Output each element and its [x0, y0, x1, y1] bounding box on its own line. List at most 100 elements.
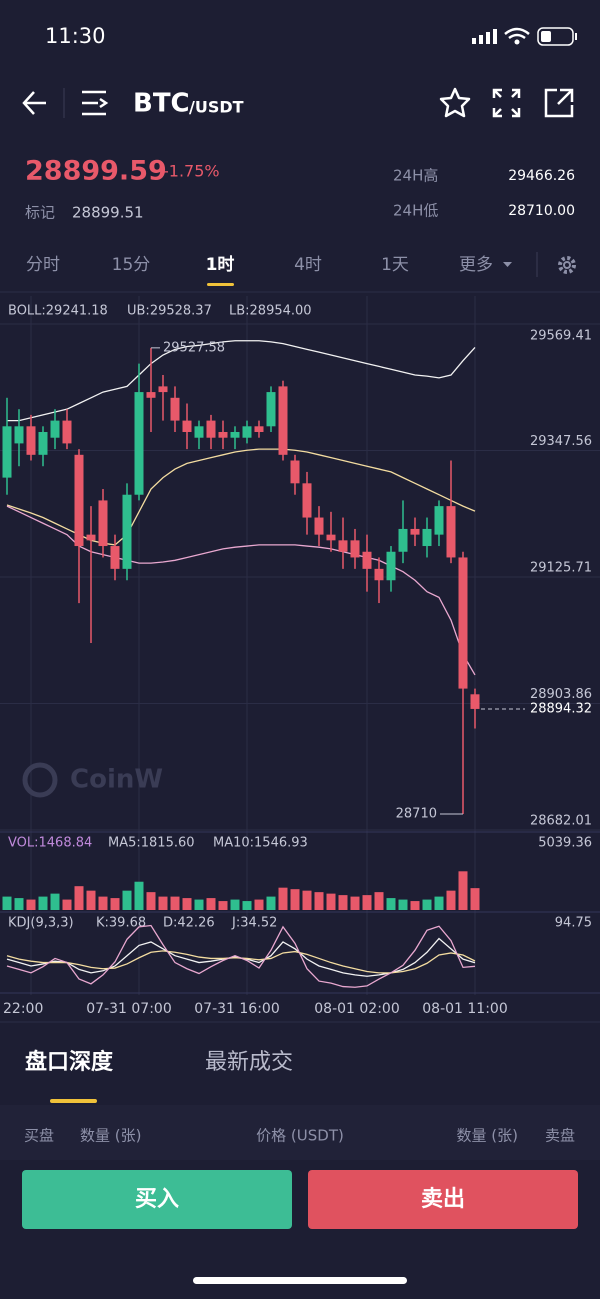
volume-bar [158, 896, 168, 910]
interval-tab[interactable]: 分时 [26, 255, 60, 275]
volume-bar [362, 895, 372, 910]
candle-body [14, 426, 24, 444]
indicator-label: KDJ(9,3,3) [8, 916, 74, 931]
low-label: 24H低 [393, 202, 438, 220]
volume-bar [62, 899, 72, 910]
interval-tab[interactable]: 15分 [112, 255, 151, 275]
buy-label: 买入 [135, 1187, 179, 1212]
status-time: 11:30 [45, 24, 106, 48]
indicator-label: VOL:1468.84 [8, 836, 92, 851]
fullscreen-button[interactable] [492, 88, 521, 118]
interval-tab[interactable]: 1天 [381, 255, 409, 275]
volume-bar [434, 896, 444, 910]
settings-button[interactable] [558, 256, 576, 274]
low: 28710.00 [508, 203, 575, 219]
tab-underline [207, 283, 234, 286]
y-tick-label: 29347.56 [530, 434, 592, 449]
candle-body [458, 557, 468, 689]
column-header: 数量 (张) [457, 1127, 518, 1145]
j-line [6, 924, 476, 988]
y-tick-label: 5039.36 [538, 836, 592, 851]
candle-body [410, 528, 420, 535]
share-button[interactable] [544, 88, 574, 118]
volume-bar [218, 901, 228, 910]
interval-tab[interactable]: 更多 [459, 255, 493, 275]
interval-tab[interactable]: 4时 [294, 255, 322, 275]
back-button[interactable] [22, 91, 46, 115]
low-annotation: 28710 [396, 807, 437, 822]
volume-bar [230, 899, 240, 910]
volume-bar [170, 896, 180, 910]
volume-bar [338, 895, 348, 910]
candle-body [98, 500, 108, 547]
status-icons [472, 27, 577, 46]
volume-bar [98, 896, 108, 910]
book-tab[interactable]: 最新成交 [205, 1050, 293, 1075]
indicator-label: K:39.68 [96, 916, 146, 931]
candle-body [230, 432, 240, 438]
volume-bar [374, 892, 384, 910]
indicator-label: MA5:1815.60 [108, 836, 195, 851]
boll-upper [7, 340, 476, 422]
volume-bar [110, 898, 120, 910]
indicator-label: MA10:1546.93 [213, 836, 308, 851]
candle-body [422, 528, 432, 547]
volume-bar [314, 892, 324, 910]
candle-body [386, 551, 396, 581]
watermark: CoinW [70, 765, 163, 795]
volume-bar [122, 890, 132, 910]
book-tab-active[interactable]: 盘口深度 [25, 1049, 114, 1075]
volume-bar [350, 896, 360, 910]
volume-bar [182, 898, 192, 910]
y-tick-label: 28682.01 [530, 814, 592, 829]
candle-body [470, 694, 480, 709]
volume-bar [422, 899, 432, 910]
candle-body [350, 540, 360, 558]
volume-bar [50, 893, 60, 910]
candle-body [194, 426, 204, 438]
volume-bar [398, 899, 408, 910]
y-tick-label: 28903.86 [530, 687, 592, 702]
candle-body [362, 551, 372, 569]
buy-button[interactable] [22, 1170, 292, 1229]
indicator-label: BOLL:29241.18 [8, 304, 108, 319]
interval-tab-active[interactable]: 1时 [206, 255, 235, 275]
volume-bar [242, 901, 252, 910]
last-price: 28899.59 [25, 156, 167, 187]
volume-bar [326, 893, 336, 910]
column-header: 卖盘 [545, 1127, 575, 1145]
dropdown-arrow [503, 262, 512, 267]
volume-bar [146, 892, 156, 910]
candle-body [134, 392, 144, 495]
candle-body [206, 420, 216, 438]
candle-body [38, 432, 48, 455]
candle-body [62, 420, 72, 444]
candle-body [434, 506, 444, 535]
y-tick-label: 29569.41 [530, 329, 592, 344]
candle-body [182, 420, 192, 433]
volume-bar [26, 899, 36, 910]
candle-body [302, 483, 312, 518]
candle-body [26, 426, 36, 455]
volume-bar [38, 896, 48, 910]
time-tick-label: 08-01 11:00 [422, 1001, 507, 1017]
volume-bar [254, 899, 264, 910]
menu-button[interactable] [82, 90, 109, 116]
candle-body [254, 426, 264, 433]
candle-body [86, 534, 96, 541]
table-header-bg [0, 1105, 600, 1160]
volume-bar [446, 890, 456, 910]
kline-chart: 22:00 07-31 07:00 07-31 16:00 08-01 02:00 08… [0, 296, 600, 1017]
home-indicator [193, 1277, 407, 1284]
volume-bar [2, 896, 12, 910]
volume-bar [470, 888, 480, 910]
candle-body [374, 568, 384, 581]
quote: /USDT [189, 98, 244, 117]
sell-button[interactable] [308, 1170, 578, 1229]
candle-body [266, 392, 276, 427]
volume-bar [386, 898, 396, 910]
watermark-logo [22, 762, 58, 798]
candle-body [218, 432, 228, 438]
favorite-button[interactable] [439, 87, 471, 118]
